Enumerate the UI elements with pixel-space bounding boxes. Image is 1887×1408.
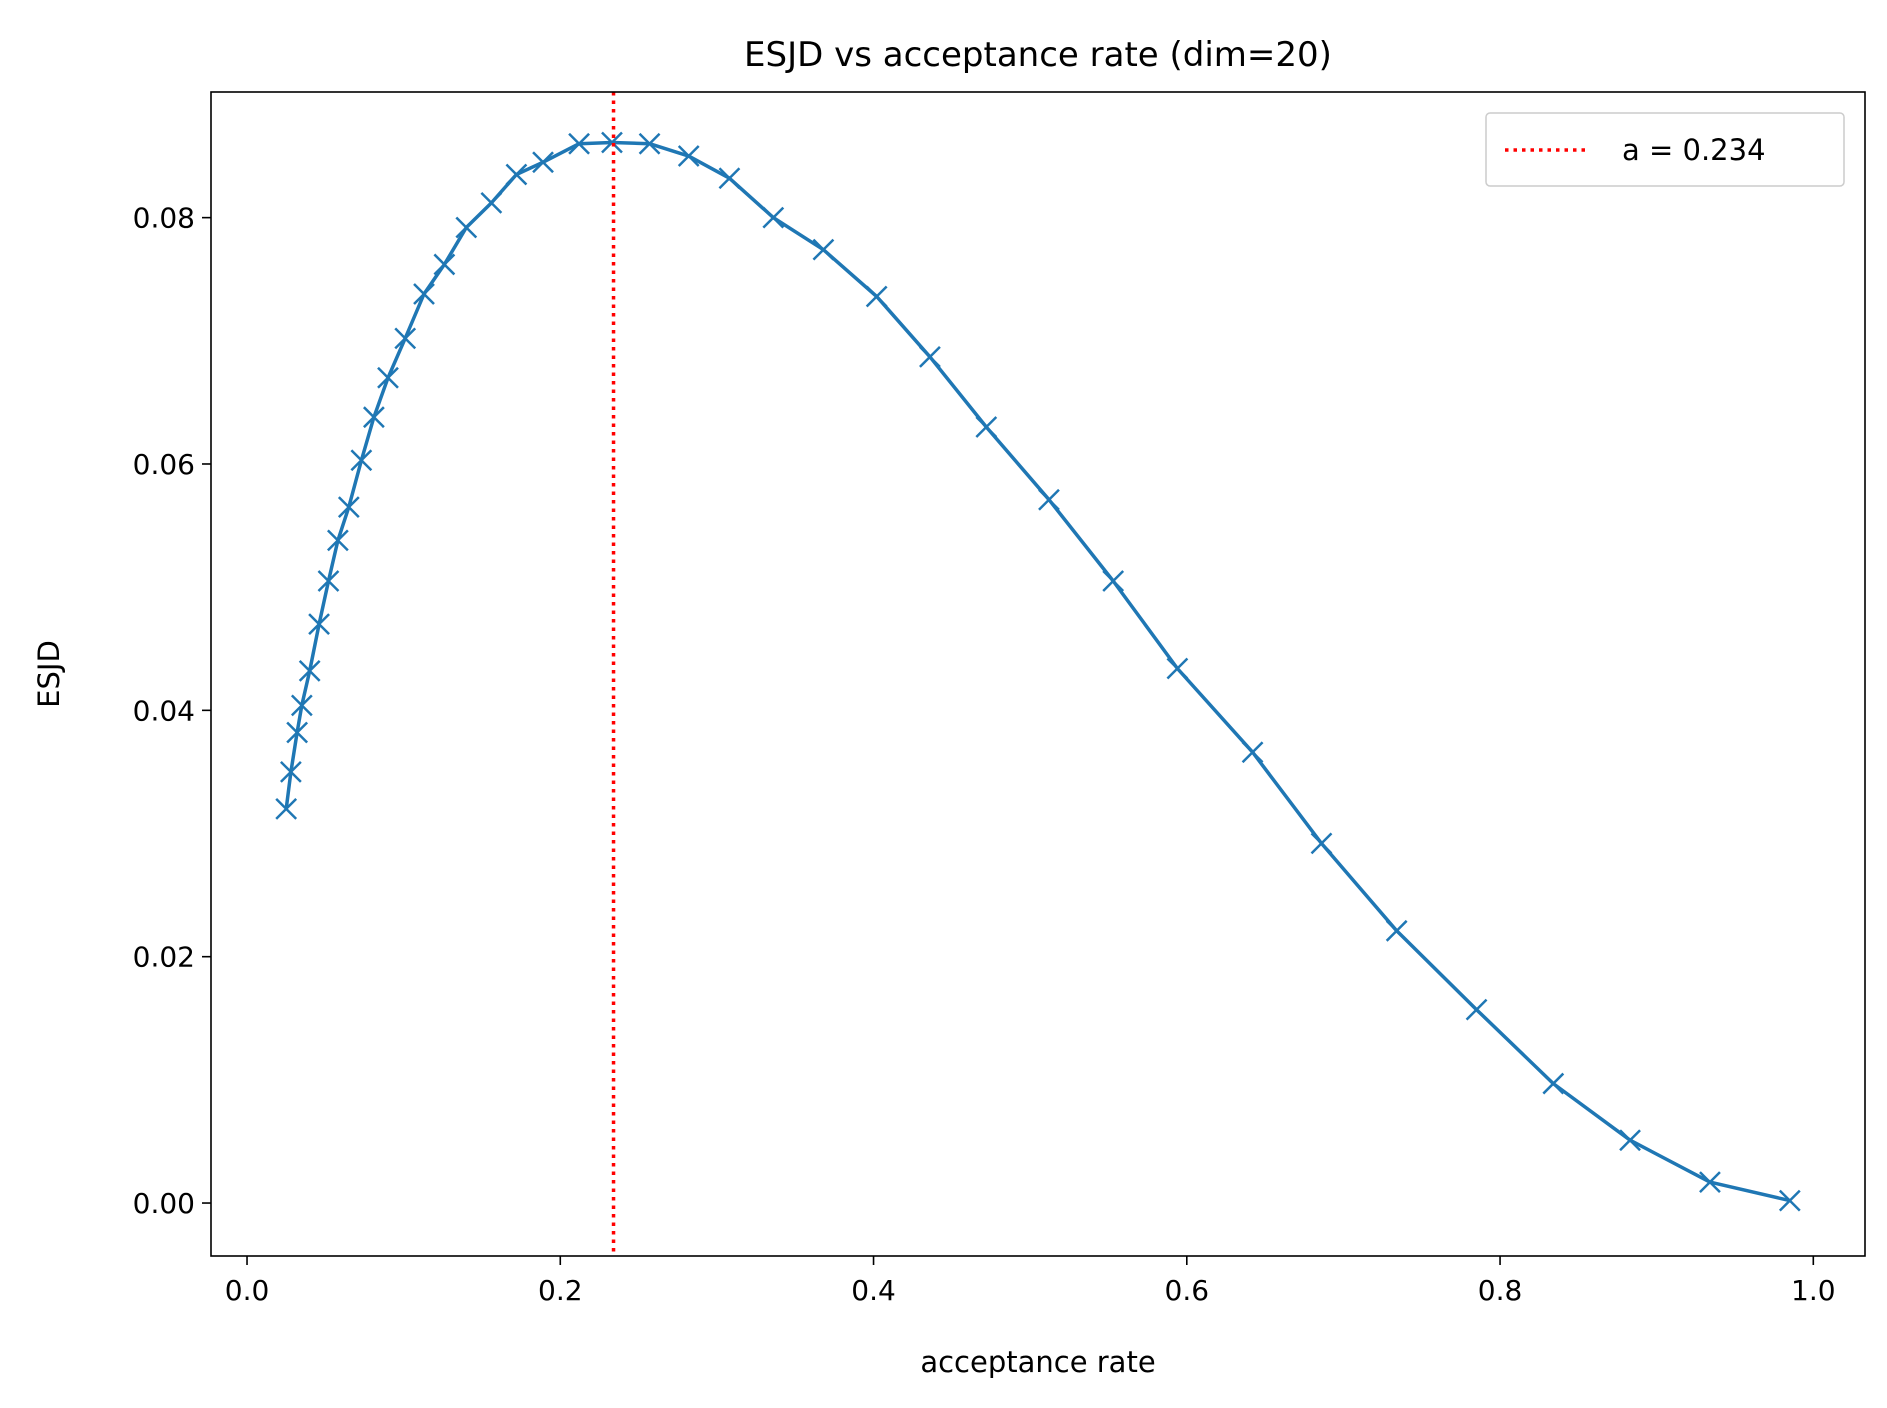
legend-box	[1485, 112, 1845, 187]
data-point-marker	[975, 416, 998, 438]
y-axis-label: ESJD	[32, 640, 66, 708]
data-point-marker	[1465, 998, 1488, 1021]
data-point-marker	[865, 285, 888, 308]
data-point-marker	[762, 206, 785, 229]
data-point-marker	[1310, 832, 1333, 855]
y-tick-label: 0.04	[133, 694, 195, 727]
plot-area	[275, 92, 1801, 1256]
data-point-marker	[279, 761, 302, 783]
x-tick-label: 0.6	[1165, 1274, 1210, 1307]
data-point-marker	[377, 366, 399, 389]
x-tick-label: 0.4	[851, 1274, 896, 1307]
data-point-marker	[1385, 919, 1408, 942]
x-tick-label: 1.0	[1791, 1274, 1836, 1307]
data-point-marker	[286, 721, 309, 744]
data-point-marker	[337, 496, 360, 518]
y-tick-label: 0.06	[133, 448, 195, 481]
data-point-marker	[601, 131, 623, 154]
data-point-marker	[1241, 741, 1264, 764]
axes-frame	[210, 91, 1866, 1257]
y-axis: 0.00 0.02 0.04 0.06 0.08	[133, 202, 211, 1220]
x-tick-label: 0.0	[225, 1274, 270, 1307]
data-point-marker	[1166, 657, 1189, 680]
data-point-marker	[480, 191, 503, 214]
data-point-marker	[638, 132, 661, 155]
data-point-marker	[413, 283, 435, 305]
y-tick-label: 0.00	[133, 1187, 195, 1220]
data-point-marker	[433, 253, 456, 276]
y-tick-label: 0.08	[133, 202, 195, 235]
data-point-marker	[290, 694, 313, 717]
series-line	[284, 140, 1791, 1203]
data-point-marker	[505, 163, 528, 186]
data-point-marker	[677, 145, 700, 167]
data-point-marker	[568, 132, 590, 155]
data-point-marker	[1542, 1072, 1565, 1095]
data-point-marker	[812, 238, 835, 261]
data-point-marker	[1102, 570, 1125, 592]
data-point-marker	[1699, 1171, 1721, 1193]
x-axis: 0.0 0.2 0.4 0.6 0.8 1.0	[225, 1256, 1836, 1307]
data-point-marker	[1619, 1129, 1641, 1152]
data-point-marker	[1778, 1189, 1801, 1212]
data-point-marker	[298, 660, 321, 682]
data-point-marker	[317, 570, 340, 592]
legend: a = 0.234	[1485, 112, 1845, 187]
data-point-marker	[350, 449, 373, 472]
x-tick-label: 0.8	[1478, 1274, 1523, 1307]
data-point-marker	[308, 613, 330, 635]
data-point-marker	[326, 529, 349, 552]
data-point-marker	[363, 406, 385, 429]
data-point-marker	[718, 167, 741, 190]
data-point-marker	[394, 327, 417, 350]
x-tick-label: 0.2	[538, 1274, 583, 1307]
y-tick-label: 0.02	[133, 941, 195, 974]
data-point-marker	[275, 797, 298, 820]
legend-label: a = 0.234	[1622, 133, 1766, 167]
data-point-marker	[1038, 488, 1060, 511]
data-point-marker	[532, 151, 554, 174]
data-point-marker	[919, 345, 941, 368]
chart-title: ESJD vs acceptance rate (dim=20)	[744, 35, 1332, 75]
x-axis-label: acceptance rate	[920, 1345, 1155, 1379]
data-point-marker	[455, 216, 478, 239]
